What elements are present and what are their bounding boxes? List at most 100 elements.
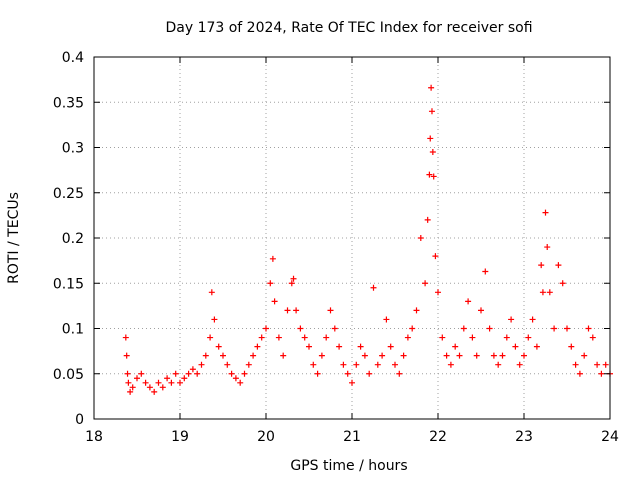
data-point bbox=[172, 370, 179, 377]
data-point bbox=[215, 343, 222, 350]
data-point bbox=[447, 361, 454, 368]
data-point bbox=[224, 361, 231, 368]
data-point bbox=[146, 384, 153, 391]
data-point bbox=[280, 352, 287, 359]
data-point bbox=[529, 316, 536, 323]
data-point bbox=[512, 343, 519, 350]
data-point bbox=[129, 384, 136, 391]
data-point bbox=[422, 280, 429, 287]
data-point bbox=[310, 361, 317, 368]
data-point bbox=[323, 334, 330, 341]
data-point bbox=[424, 216, 431, 223]
x-tick-label: 19 bbox=[171, 429, 189, 445]
data-point bbox=[250, 352, 257, 359]
data-point bbox=[589, 334, 596, 341]
data-point bbox=[198, 361, 205, 368]
data-point bbox=[336, 343, 343, 350]
data-point bbox=[559, 280, 566, 287]
data-point bbox=[318, 352, 325, 359]
data-point bbox=[189, 366, 196, 373]
data-point bbox=[439, 334, 446, 341]
data-point bbox=[208, 289, 215, 296]
data-point bbox=[585, 325, 592, 332]
data-point bbox=[177, 379, 183, 386]
data-point bbox=[568, 343, 575, 350]
data-point bbox=[581, 352, 588, 359]
data-point bbox=[473, 352, 480, 359]
data-series-roti bbox=[122, 84, 613, 395]
data-point bbox=[516, 361, 523, 368]
data-point bbox=[349, 379, 355, 386]
y-tick-label: 0.4 bbox=[62, 50, 84, 66]
data-point bbox=[168, 379, 175, 386]
data-point bbox=[237, 379, 244, 386]
data-point bbox=[232, 375, 239, 382]
x-tick-label: 24 bbox=[601, 429, 619, 445]
data-point bbox=[452, 343, 459, 350]
data-point bbox=[396, 370, 403, 377]
y-tick-label: 0.15 bbox=[53, 276, 84, 292]
axis-ticks: 18 19 20 21 22 23 24 0 0.05 0.1 0.15 0.2 0.25 0.3 0.35… bbox=[53, 50, 619, 445]
data-point bbox=[151, 388, 158, 395]
y-tick-label: 0.05 bbox=[53, 367, 84, 383]
y-tick-label: 0 bbox=[75, 412, 84, 428]
data-point bbox=[125, 379, 132, 386]
data-point bbox=[469, 334, 476, 341]
data-point bbox=[542, 209, 549, 216]
chart-title: Day 173 of 2024, Rate Of TEC Index for r… bbox=[165, 20, 532, 36]
y-tick-label: 0.1 bbox=[62, 322, 84, 338]
data-point bbox=[293, 307, 300, 314]
data-point bbox=[465, 298, 472, 305]
data-point bbox=[220, 352, 226, 359]
x-tick-label: 23 bbox=[515, 429, 533, 445]
data-point bbox=[404, 334, 411, 341]
data-point bbox=[413, 307, 420, 314]
data-point bbox=[123, 352, 130, 359]
data-point bbox=[417, 235, 424, 241]
data-point bbox=[284, 307, 291, 314]
data-point bbox=[138, 370, 145, 377]
data-point bbox=[598, 370, 605, 377]
x-tick-label: 22 bbox=[429, 429, 447, 445]
data-point bbox=[478, 307, 484, 314]
y-tick-label: 0.35 bbox=[53, 95, 84, 111]
data-point bbox=[331, 325, 338, 332]
data-point bbox=[564, 325, 570, 332]
data-point bbox=[486, 325, 493, 332]
y-axis-label: ROTI / TECUs bbox=[6, 192, 22, 284]
data-point bbox=[555, 262, 562, 269]
data-point bbox=[271, 298, 278, 305]
data-point bbox=[429, 149, 436, 156]
data-point bbox=[366, 370, 373, 377]
data-point bbox=[194, 370, 201, 377]
data-point bbox=[301, 334, 308, 341]
data-point bbox=[426, 171, 433, 178]
data-point bbox=[306, 343, 312, 350]
data-point bbox=[374, 361, 381, 368]
data-point bbox=[297, 325, 304, 332]
data-point bbox=[482, 268, 489, 275]
data-point bbox=[275, 334, 282, 341]
data-point bbox=[594, 361, 601, 368]
data-point bbox=[499, 352, 506, 359]
data-point bbox=[155, 379, 162, 386]
data-point bbox=[435, 289, 441, 296]
data-point bbox=[254, 343, 261, 350]
data-point bbox=[546, 289, 553, 296]
data-point bbox=[400, 352, 407, 359]
data-point bbox=[428, 84, 435, 91]
data-point bbox=[228, 370, 235, 377]
y-tick-label: 0.25 bbox=[53, 186, 84, 202]
data-point bbox=[124, 370, 131, 377]
data-point bbox=[269, 255, 276, 262]
data-point bbox=[443, 352, 450, 359]
data-point bbox=[602, 361, 609, 368]
data-point bbox=[503, 334, 510, 341]
data-point bbox=[551, 325, 558, 332]
data-point bbox=[245, 361, 252, 368]
data-point bbox=[357, 343, 364, 350]
grid-lines bbox=[94, 57, 610, 419]
data-point bbox=[383, 316, 390, 323]
data-point bbox=[576, 370, 583, 377]
data-point bbox=[290, 275, 297, 282]
